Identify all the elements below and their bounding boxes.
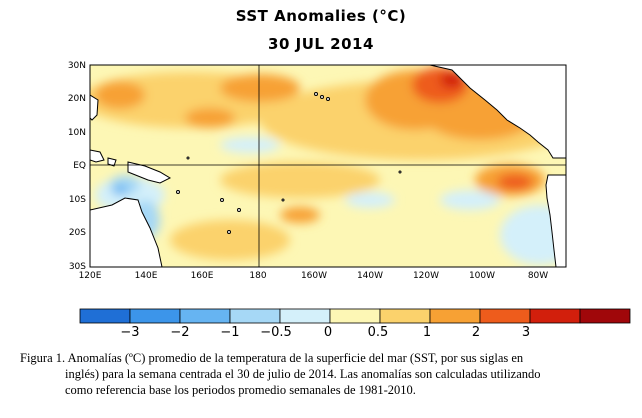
lat-tick-10s: 10S bbox=[69, 195, 86, 205]
colorbar-swatch bbox=[429, 308, 481, 324]
colorbar-label-2: 2 bbox=[472, 325, 480, 340]
colorbar-swatch bbox=[179, 308, 231, 324]
colorbar-swatch bbox=[479, 308, 531, 324]
colorbar-label-3: 3 bbox=[522, 325, 530, 340]
colorbar-label-05: 0.5 bbox=[368, 325, 389, 340]
anomaly-field bbox=[90, 65, 566, 267]
colorbar-swatch bbox=[579, 308, 631, 324]
colorbar bbox=[79, 308, 631, 324]
lon-tick-100w: 100W bbox=[469, 271, 495, 281]
colorbar-label-m2: −2 bbox=[170, 325, 189, 340]
lat-tick-20s: 20S bbox=[69, 228, 86, 238]
lon-tick-160w: 160W bbox=[301, 271, 327, 281]
figure-caption: Figura 1. Anomalías (ºC) promedio de la … bbox=[20, 350, 632, 398]
lon-tick-80w: 80W bbox=[528, 271, 548, 281]
colorbar-labels: −3 −2 −1 −0.5 0 0.5 1 2 3 bbox=[120, 325, 530, 340]
colorbar-label-m05: −0.5 bbox=[260, 325, 292, 340]
lat-tick-10n: 10N bbox=[68, 128, 86, 138]
lat-tick-30s: 30S bbox=[69, 262, 86, 272]
lat-tick-eq: EQ bbox=[73, 161, 86, 171]
lon-axis: 120E 140E 160E 180 160W 140W 120W 100W 8… bbox=[79, 271, 549, 281]
colorbar-label-m3: −3 bbox=[120, 325, 139, 340]
lon-tick-160e: 160E bbox=[191, 271, 214, 281]
landmasses bbox=[90, 65, 566, 267]
colorbar-swatch bbox=[129, 308, 181, 324]
colorbar-swatch bbox=[529, 308, 581, 324]
caption-line-3: como referencia base los periodos promed… bbox=[65, 383, 416, 397]
colorbar-swatch bbox=[279, 308, 331, 324]
lat-axis: 30N 20N 10N EQ 10S 20S 30S bbox=[68, 61, 86, 272]
colorbar-swatch bbox=[329, 308, 381, 324]
map-frame bbox=[89, 64, 567, 268]
map-date: 30 JUL 2014 bbox=[268, 35, 374, 53]
colorbar-label-0: 0 bbox=[324, 325, 332, 340]
colorbar-swatch bbox=[229, 308, 281, 324]
lon-tick-140w: 140W bbox=[357, 271, 383, 281]
lat-tick-30n: 30N bbox=[68, 61, 86, 71]
map-title: SST Anomalies (°C) bbox=[235, 7, 407, 25]
lon-tick-120w: 120W bbox=[413, 271, 439, 281]
colorbar-label-1: 1 bbox=[423, 325, 431, 340]
colorbar-swatch bbox=[379, 308, 431, 324]
lat-tick-20n: 20N bbox=[68, 94, 86, 104]
colorbar-label-m1: −1 bbox=[220, 325, 239, 340]
caption-line-1: Figura 1. Anomalías (ºC) promedio de la … bbox=[20, 351, 524, 365]
lon-tick-120e: 120E bbox=[79, 271, 102, 281]
colorbar-swatch bbox=[79, 308, 131, 324]
lon-tick-180: 180 bbox=[249, 271, 266, 281]
caption-line-2: inglés) para la semana centrada el 30 de… bbox=[65, 367, 541, 381]
lon-tick-140e: 140E bbox=[135, 271, 158, 281]
